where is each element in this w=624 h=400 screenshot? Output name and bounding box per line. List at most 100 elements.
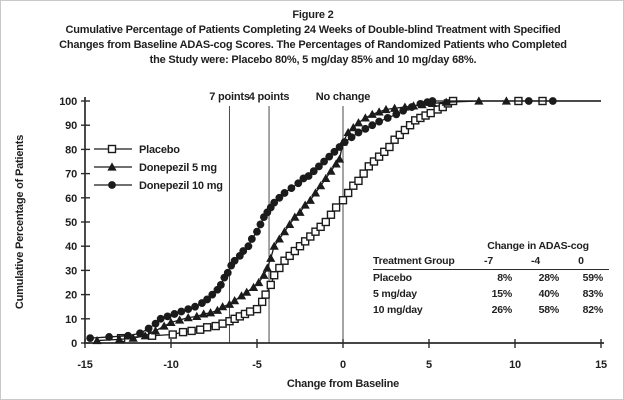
marker-filled-triangle xyxy=(367,109,377,118)
marker-filled-triangle xyxy=(331,159,341,168)
x-tick-label: 15 xyxy=(595,359,607,371)
x-tick-label: 10 xyxy=(509,359,521,371)
marker-filled-circle xyxy=(294,179,303,188)
marker-open-square xyxy=(405,120,415,130)
marker-open-square xyxy=(196,325,205,334)
marker-open-square xyxy=(331,203,341,212)
marker-open-square xyxy=(354,176,363,186)
marker-filled-triangle xyxy=(334,154,345,163)
marker-filled-circle xyxy=(144,324,153,333)
cell-10mg-name: 10 mg/day xyxy=(373,304,423,316)
marker-filled-circle xyxy=(392,110,401,119)
marker-open-square xyxy=(266,280,275,290)
marker-open-square xyxy=(252,304,262,314)
marker-filled-triangle xyxy=(114,334,124,343)
marker-filled-circle xyxy=(86,334,95,343)
cell-placebo-minus7: 8% xyxy=(497,272,512,284)
marker-filled-triangle xyxy=(205,308,216,317)
marker-filled-circle xyxy=(347,133,356,142)
marker-filled-circle xyxy=(325,152,334,161)
y-tick-label: 60 xyxy=(65,193,77,205)
marker-filled-triangle xyxy=(262,263,272,272)
marker-filled-triangle xyxy=(192,311,202,320)
x-tick-label: 5 xyxy=(426,359,432,371)
marker-filled-circle xyxy=(340,138,349,147)
marker-filled-circle xyxy=(230,256,239,265)
marker-filled-circle xyxy=(136,329,144,338)
y-tick-label: 10 xyxy=(65,314,77,326)
marker-filled-circle xyxy=(163,312,172,321)
marker-filled-circle xyxy=(105,333,113,341)
marker-filled-triangle xyxy=(159,321,169,330)
marker-filled-triangle xyxy=(166,317,176,327)
marker-filled-triangle xyxy=(295,207,305,216)
marker-open-square xyxy=(275,263,284,273)
marker-filled-circle xyxy=(256,220,265,229)
marker-filled-circle xyxy=(304,172,313,180)
cell-placebo-name: Placebo xyxy=(373,272,412,284)
marker-filled-circle xyxy=(416,100,425,108)
y-tick-label: 30 xyxy=(65,265,77,277)
marker-filled-triangle xyxy=(279,227,290,236)
marker-filled-circle xyxy=(315,162,323,171)
cell-placebo-zero: 59% xyxy=(582,272,604,284)
marker-filled-triangle xyxy=(290,212,300,221)
cell-10mg-minus4: 58% xyxy=(538,304,560,316)
marker-filled-circle xyxy=(244,242,253,251)
marker-filled-circle xyxy=(184,305,193,314)
y-tick-label: 0 xyxy=(71,338,77,350)
marker-open-square xyxy=(306,232,315,241)
marker-filled-circle xyxy=(309,167,318,176)
marker-filled-triangle xyxy=(353,118,364,127)
marker-filled-triangle xyxy=(107,162,117,171)
reference-line-label-2: 4 points xyxy=(249,91,290,103)
marker-filled-circle xyxy=(247,235,256,243)
marker-filled-triangle xyxy=(360,113,370,122)
marker-open-square xyxy=(316,222,325,232)
inset-table: Change in ADAS-cog Treatment Group -7 -4… xyxy=(373,239,609,318)
marker-filled-triangle xyxy=(248,282,259,291)
marker-filled-circle xyxy=(375,117,384,126)
legend-label-1: Placebo xyxy=(139,144,180,156)
marker-open-square xyxy=(202,323,212,332)
marker-filled-triangle xyxy=(390,103,400,112)
marker-filled-triangle xyxy=(128,333,138,342)
marker-open-square xyxy=(426,108,435,118)
marker-filled-circle xyxy=(170,310,179,318)
marker-filled-triangle xyxy=(310,188,321,197)
marker-filled-circle xyxy=(280,189,289,197)
marker-filled-triangle xyxy=(300,200,310,209)
marker-filled-triangle xyxy=(269,241,279,250)
cell-5mg-minus7: 15% xyxy=(491,288,513,300)
marker-filled-triangle xyxy=(381,104,391,114)
marker-open-square xyxy=(374,152,384,161)
marker-filled-circle xyxy=(191,302,199,311)
marker-open-square xyxy=(270,271,279,280)
marker-filled-circle xyxy=(208,290,217,299)
y-tick-label: 100 xyxy=(59,96,77,108)
inset-table-title-row: Change in ADAS-cog xyxy=(373,239,609,254)
marker-filled-triangle xyxy=(374,107,384,116)
marker-filled-circle xyxy=(151,319,160,328)
marker-open-square xyxy=(400,125,410,135)
marker-filled-triangle xyxy=(274,234,284,243)
marker-filled-triangle xyxy=(92,335,102,345)
marker-filled-circle xyxy=(383,114,392,122)
marker-filled-circle xyxy=(399,106,408,115)
inset-table-header-minus7: -7 xyxy=(484,255,493,267)
marker-filled-triangle xyxy=(140,331,150,340)
marker-filled-circle xyxy=(275,193,284,202)
y-tick-label: 40 xyxy=(65,241,77,253)
marker-filled-triangle xyxy=(316,181,326,190)
marker-filled-triangle xyxy=(254,277,264,287)
marker-filled-circle xyxy=(253,227,261,236)
marker-filled-triangle xyxy=(230,296,240,305)
marker-open-square xyxy=(390,135,399,144)
marker-filled-circle xyxy=(203,295,212,304)
marker-open-square xyxy=(343,188,353,198)
y-tick-label: 50 xyxy=(65,217,77,229)
inset-table-header-minus4: -4 xyxy=(531,255,540,267)
marker-open-square xyxy=(178,327,188,337)
cell-5mg-zero: 83% xyxy=(582,288,604,300)
